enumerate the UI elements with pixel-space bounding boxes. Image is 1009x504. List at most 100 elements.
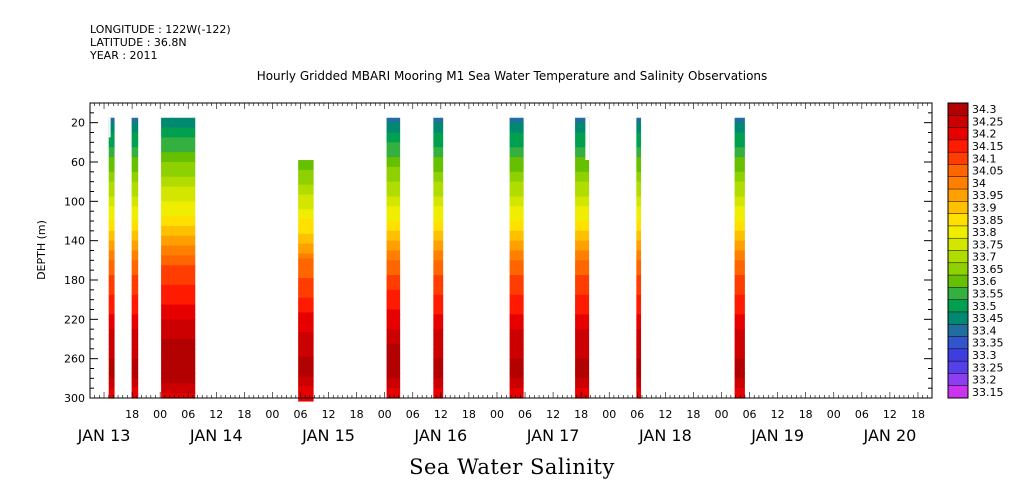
colorbar-bin	[948, 311, 968, 325]
colorbar-label: 33.4	[972, 324, 997, 337]
salinity-cell	[386, 240, 401, 247]
y-tick-label: 60	[71, 156, 85, 169]
salinity-cell	[131, 284, 139, 291]
salinity-cell	[298, 238, 314, 245]
salinity-cell	[298, 219, 314, 225]
salinity-cell	[734, 314, 745, 320]
salinity-cell	[386, 230, 401, 237]
x-tick-label: 00	[378, 408, 392, 421]
salinity-cell	[161, 191, 196, 198]
salinity-cell	[161, 176, 196, 183]
salinity-cell	[161, 289, 196, 296]
colorbar-bin	[948, 275, 968, 288]
salinity-cell	[433, 294, 444, 301]
salinity-cell	[433, 329, 444, 335]
salinity-cell	[161, 196, 196, 202]
salinity-cell	[575, 334, 590, 340]
salinity-cell	[734, 235, 745, 242]
salinity-cell	[433, 240, 444, 247]
salinity-cell	[575, 319, 590, 325]
salinity-cell	[433, 117, 444, 124]
salinity-cell	[636, 211, 642, 217]
salinity-cell	[734, 142, 745, 148]
salinity-cell	[509, 348, 524, 355]
salinity-cell	[108, 176, 115, 183]
salinity-cell	[433, 157, 444, 163]
salinity-cell	[433, 132, 444, 139]
salinity-cell	[636, 225, 642, 232]
salinity-cell	[509, 240, 524, 247]
salinity-cell	[386, 388, 401, 394]
salinity-cell	[509, 353, 524, 360]
salinity-cell	[131, 225, 139, 232]
salinity-cell	[386, 314, 401, 320]
colorbar-bin	[948, 250, 968, 264]
colorbar-bin	[948, 361, 968, 374]
salinity-cell	[433, 176, 444, 183]
salinity-cell	[298, 214, 314, 220]
salinity-cell	[131, 304, 139, 311]
colorbar-bin	[948, 287, 968, 300]
salinity-cell	[386, 142, 401, 148]
salinity-cell	[161, 127, 196, 134]
salinity-cell	[636, 122, 642, 129]
salinity-cell	[298, 371, 314, 377]
colorbar-bin	[948, 225, 968, 239]
salinity-cell	[575, 378, 590, 384]
salinity-cell	[509, 260, 524, 266]
salinity-cell	[131, 353, 139, 360]
salinity-cell	[108, 314, 115, 320]
salinity-cell	[298, 199, 314, 205]
colorbar-bin	[948, 262, 968, 276]
x-tick-label: 18	[125, 408, 139, 421]
salinity-cell	[509, 122, 524, 129]
salinity-cell	[433, 162, 444, 168]
salinity-cell	[433, 348, 444, 355]
salinity-cell	[636, 324, 642, 330]
colorbar-bin	[948, 299, 968, 313]
salinity-cell	[636, 373, 642, 379]
salinity-cell	[575, 127, 590, 134]
x-day-label: JAN 14	[189, 426, 243, 445]
data-column	[131, 117, 139, 399]
salinity-cell	[636, 181, 642, 188]
salinity-cell	[161, 171, 196, 178]
salinity-cell	[734, 117, 745, 124]
salinity-cell	[509, 201, 524, 207]
data-column	[575, 117, 590, 399]
salinity-cell	[298, 287, 314, 294]
salinity-cell	[734, 201, 745, 207]
salinity-cell	[433, 393, 444, 399]
salinity-cell	[636, 280, 642, 286]
x-tick-label: 12	[209, 408, 223, 421]
salinity-cell	[575, 368, 590, 375]
salinity-cell	[298, 248, 314, 255]
salinity-cell	[734, 353, 745, 360]
salinity-cell	[298, 160, 314, 166]
salinity-cell	[108, 191, 115, 198]
salinity-cell	[131, 378, 139, 384]
salinity-cell	[509, 324, 524, 330]
salinity-cell	[108, 324, 115, 330]
salinity-cell	[298, 327, 314, 333]
salinity-cell	[734, 363, 745, 370]
salinity-cell	[131, 221, 139, 227]
salinity-cell	[161, 353, 196, 360]
salinity-cell	[108, 334, 115, 340]
salinity-cell	[509, 211, 524, 217]
salinity-cell	[433, 343, 444, 350]
salinity-cell	[108, 353, 115, 360]
salinity-cell	[636, 117, 642, 124]
salinity-cell	[734, 275, 745, 281]
salinity-cell	[575, 142, 590, 148]
salinity-cell	[509, 225, 524, 232]
salinity-cell	[131, 393, 139, 399]
salinity-cell	[108, 373, 115, 379]
salinity-cell	[433, 191, 444, 198]
colorbar-label: 33.2	[972, 374, 997, 387]
salinity-cell	[734, 319, 745, 325]
salinity-cell	[386, 201, 401, 207]
x-tick-label: 00	[153, 408, 167, 421]
salinity-cell	[161, 186, 196, 193]
salinity-cell	[131, 324, 139, 330]
